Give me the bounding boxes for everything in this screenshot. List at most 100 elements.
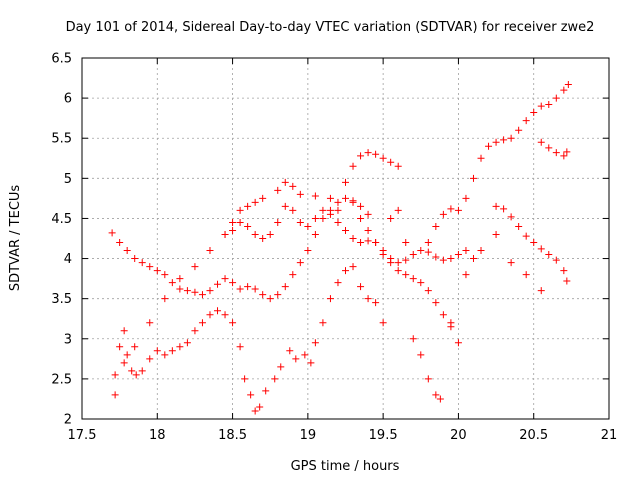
data-point xyxy=(259,291,267,299)
data-point xyxy=(357,214,365,222)
data-point xyxy=(311,230,319,238)
data-point xyxy=(537,245,545,253)
data-point xyxy=(417,351,425,359)
data-point xyxy=(176,343,184,351)
data-point xyxy=(221,311,229,319)
data-point xyxy=(116,343,124,351)
data-point xyxy=(326,206,334,214)
data-point xyxy=(244,202,252,210)
data-point xyxy=(319,206,327,214)
data-point xyxy=(214,307,222,315)
data-point xyxy=(364,226,372,234)
data-point xyxy=(424,248,432,256)
data-point xyxy=(492,202,500,210)
x-tick-label: 19 xyxy=(300,428,317,443)
data-point xyxy=(123,351,131,359)
data-point xyxy=(251,285,259,293)
data-point xyxy=(507,259,515,267)
data-point xyxy=(342,194,349,202)
data-point xyxy=(424,375,432,383)
data-point xyxy=(281,283,289,291)
data-point xyxy=(537,102,545,110)
data-point xyxy=(146,319,154,327)
data-point xyxy=(545,144,553,152)
data-point xyxy=(289,271,297,279)
data-point xyxy=(454,339,462,347)
data-point xyxy=(146,263,154,271)
data-point xyxy=(372,150,380,158)
data-point xyxy=(462,247,470,255)
data-point xyxy=(432,253,440,261)
data-point xyxy=(477,247,485,255)
data-point xyxy=(286,347,294,355)
data-point xyxy=(161,295,169,303)
data-point xyxy=(259,235,267,242)
data-point xyxy=(334,218,342,226)
data-point xyxy=(394,259,402,267)
y-tick-label: 4 xyxy=(64,252,72,267)
y-tick-label: 6 xyxy=(64,92,72,107)
data-point xyxy=(439,256,447,264)
series-track-right-rising xyxy=(424,80,572,247)
data-point xyxy=(379,251,387,259)
data-point xyxy=(500,205,508,213)
data-point xyxy=(296,259,304,267)
data-point xyxy=(244,222,252,230)
data-point xyxy=(236,218,244,226)
data-point xyxy=(138,259,146,267)
data-point xyxy=(342,267,349,275)
data-point xyxy=(206,287,214,295)
data-point xyxy=(120,327,128,335)
data-point xyxy=(229,226,237,234)
data-point xyxy=(357,152,365,160)
data-point xyxy=(387,214,395,222)
data-point xyxy=(176,285,184,293)
data-point xyxy=(111,371,119,379)
data-point xyxy=(447,255,455,263)
data-point xyxy=(432,299,440,307)
data-point xyxy=(349,162,357,170)
data-point xyxy=(560,152,568,160)
x-tick-label: 18 xyxy=(149,428,166,443)
data-point xyxy=(564,80,572,88)
data-point xyxy=(229,218,237,226)
data-point xyxy=(296,218,304,226)
data-point xyxy=(485,142,493,150)
data-point xyxy=(138,367,146,375)
data-point xyxy=(477,154,485,162)
data-point xyxy=(153,347,161,355)
data-point xyxy=(342,226,349,234)
data-point xyxy=(454,251,462,259)
x-tick-label: 18.5 xyxy=(218,428,247,443)
data-point xyxy=(515,126,523,134)
data-point xyxy=(349,263,357,271)
data-point xyxy=(439,210,447,218)
data-point xyxy=(131,343,139,351)
data-point xyxy=(409,251,417,259)
data-point xyxy=(552,149,560,157)
data-point xyxy=(334,206,342,214)
data-point xyxy=(266,295,274,303)
data-point xyxy=(214,280,222,288)
data-point xyxy=(507,213,515,221)
data-point xyxy=(221,275,229,283)
data-point xyxy=(198,291,206,299)
data-point xyxy=(116,239,124,247)
data-point xyxy=(364,237,372,245)
series-track-lower-wavy xyxy=(108,194,372,303)
data-point xyxy=(274,218,282,226)
data-point xyxy=(402,256,410,264)
data-point xyxy=(281,202,289,210)
y-tick-label: 3.5 xyxy=(51,292,72,307)
data-point xyxy=(256,403,264,411)
data-point xyxy=(311,339,319,347)
data-point xyxy=(357,239,365,247)
data-point xyxy=(236,343,244,351)
data-point xyxy=(432,391,440,399)
x-tick-label: 19.5 xyxy=(369,428,398,443)
data-markers xyxy=(108,80,572,415)
series-track-right-mid xyxy=(492,202,571,285)
data-point xyxy=(251,407,259,415)
data-point xyxy=(271,375,279,383)
